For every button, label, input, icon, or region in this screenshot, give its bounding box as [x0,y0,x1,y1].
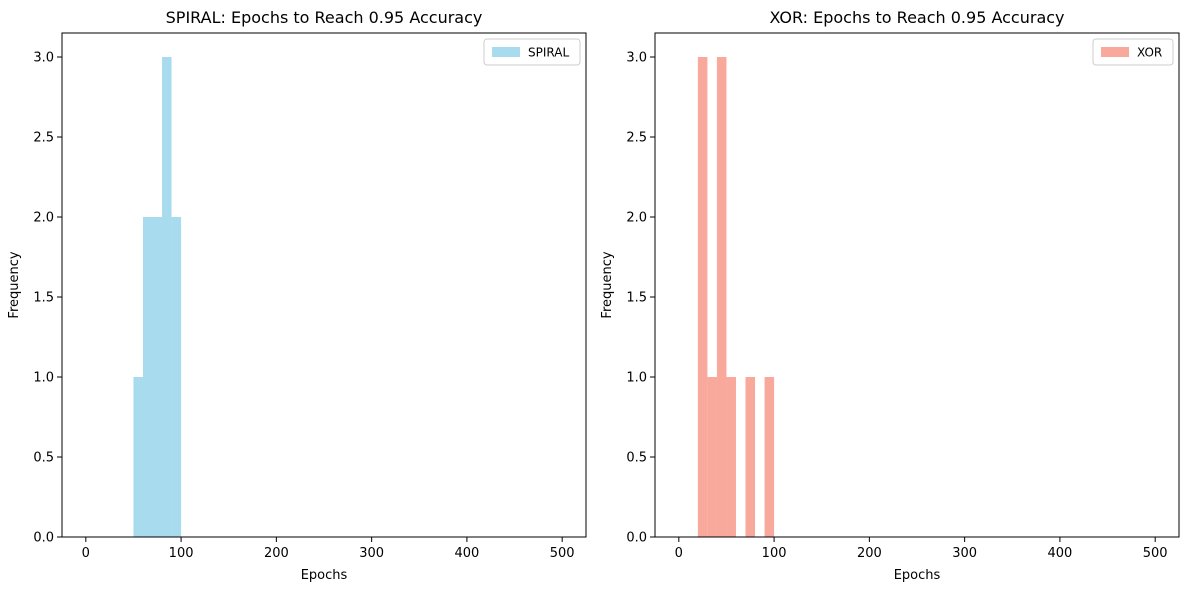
histogram-bar [726,377,736,537]
histogram-bar [745,377,756,537]
histogram-bar [697,57,708,537]
histogram-bar [142,217,153,537]
y-tick-label: 2.0 [626,211,647,226]
y-tick-label: 0.0 [33,531,54,546]
x-axis-label: Epochs [894,568,941,583]
x-tick-label: 400 [1047,546,1072,561]
plot-frame [61,32,587,538]
y-axis-label: Frequency [7,251,22,318]
histogram-bar [716,57,727,537]
histogram-bars [133,57,182,537]
histogram-bar [764,377,775,537]
x-tick-label: 100 [762,546,787,561]
chart-title: SPIRAL: Epochs to Reach 0.95 Accuracy [166,8,483,27]
legend-entry: SPIRAL [528,46,569,60]
x-tick-label: 200 [264,546,289,561]
x-axis-label: Epochs [301,568,348,583]
y-tick-label: 1.5 [33,291,54,306]
legend-box [483,38,581,66]
x-tick-label: 0 [82,546,90,561]
histogram-bar [707,377,717,537]
x-tick-label: 200 [857,546,882,561]
y-tick-label: 2.0 [33,211,54,226]
legend-swatch [1101,47,1129,57]
y-tick-label: 0.5 [33,451,54,466]
y-axis-label: Frequency [600,251,615,318]
legend-entry: XOR [1137,46,1162,60]
y-tick-label: 3.0 [626,51,647,66]
x-tick-label: 100 [169,546,194,561]
x-tick-label: 0 [675,546,683,561]
y-tick-label: 1.0 [626,371,647,386]
x-axis-ticks: 0 100 200 300 400 500 [675,537,1168,561]
y-axis-ticks: 0.0 0.5 1.0 1.5 2.0 2.5 3.0 [33,51,62,546]
x-tick-label: 500 [550,546,575,561]
legend: XOR [1092,38,1174,66]
legend: SPIRAL [483,38,581,66]
x-tick-label: 300 [952,546,977,561]
y-tick-label: 1.5 [626,291,647,306]
plot-frame [654,32,1180,538]
x-tick-label: 300 [359,546,384,561]
x-tick-label: 400 [454,546,479,561]
y-tick-label: 0.0 [626,531,647,546]
spiral-chart: SPIRAL: Epochs to Reach 0.95 Accuracy Ep… [7,8,587,583]
histogram-bar [133,377,143,537]
histogram-bar [152,217,163,537]
y-tick-label: 0.5 [626,451,647,466]
histogram-bar [162,57,172,537]
y-tick-label: 2.5 [33,131,54,146]
legend-box [1092,38,1174,66]
histogram-bars [697,57,775,537]
y-tick-label: 1.0 [33,371,54,386]
histogram-bar [171,217,182,537]
y-tick-label: 3.0 [33,51,54,66]
y-tick-label: 2.5 [626,131,647,146]
x-axis-ticks: 0 100 200 300 400 500 [82,537,575,561]
legend-swatch [492,47,520,57]
y-axis-ticks: 0.0 0.5 1.0 1.5 2.0 2.5 3.0 [626,51,655,546]
x-tick-label: 500 [1143,546,1168,561]
chart-title: XOR: Epochs to Reach 0.95 Accuracy [769,8,1064,27]
xor-chart: XOR: Epochs to Reach 0.95 Accuracy Epoch… [600,8,1180,583]
